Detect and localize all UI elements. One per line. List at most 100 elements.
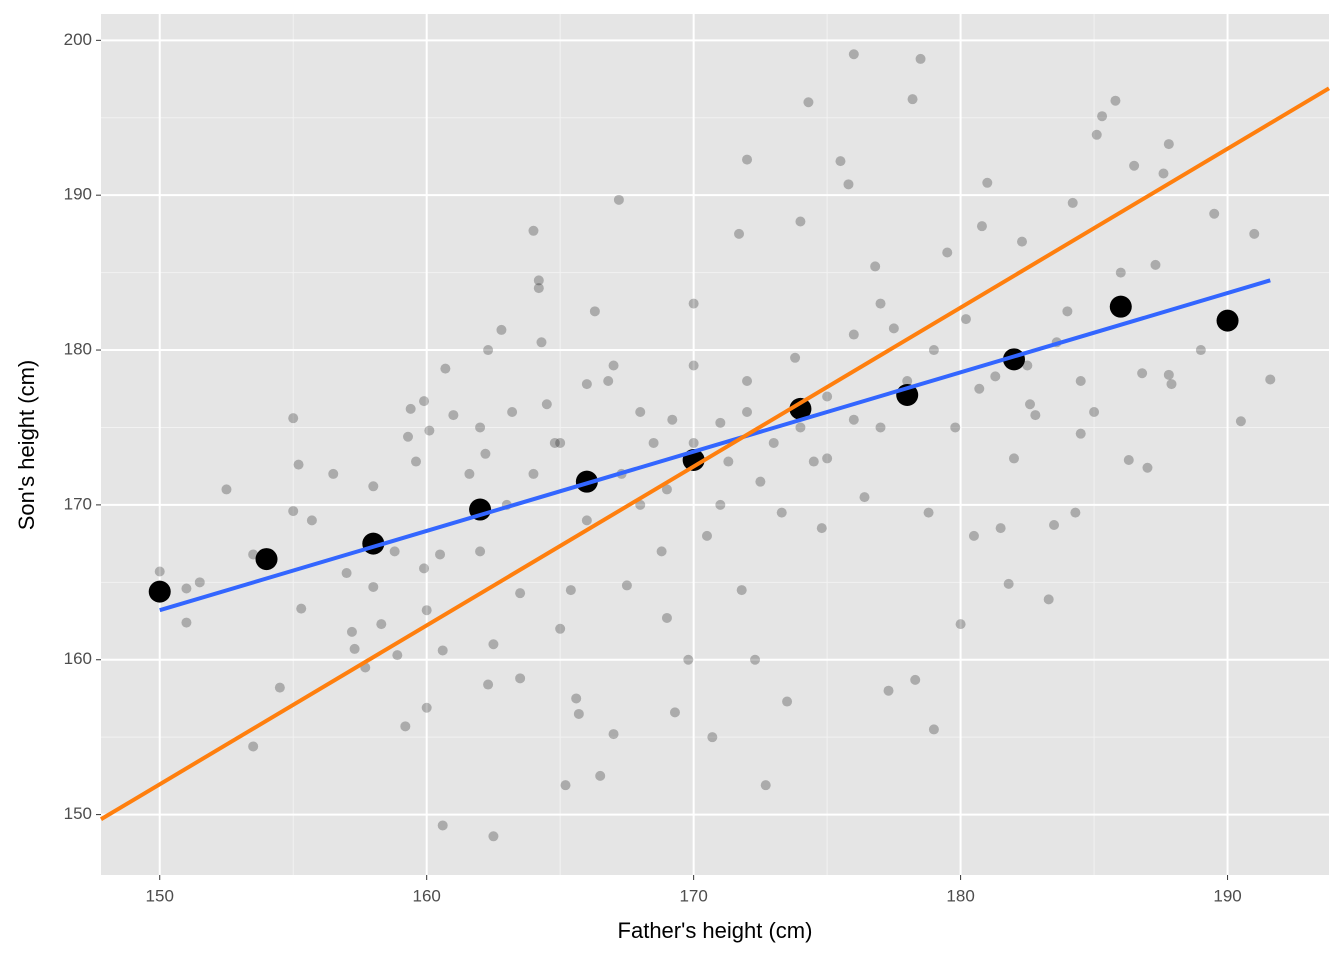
point [803,97,814,108]
point [328,468,339,479]
point [1070,507,1081,518]
point [902,376,913,387]
point [346,626,357,637]
point [419,396,430,407]
point [661,484,672,495]
point [248,741,259,752]
point [1062,306,1073,317]
point [555,437,566,448]
point [1163,369,1174,380]
point [843,179,854,190]
point [440,363,451,374]
point [608,360,619,371]
point [368,481,379,492]
point [688,437,699,448]
point [683,654,694,665]
point [483,345,494,356]
point [656,546,667,557]
point [635,499,646,510]
point [621,580,632,591]
x-tick-label: 160 [412,886,440,905]
point [613,194,624,205]
point [533,283,544,294]
point [715,417,726,428]
point [437,645,448,656]
point [421,702,432,713]
point [1129,160,1140,171]
point [405,403,416,414]
point [488,831,499,842]
point [789,397,812,420]
point [960,314,971,325]
point [389,546,400,557]
point [1043,594,1054,605]
point [1115,267,1126,278]
point [955,619,966,630]
point [990,371,1001,382]
point [255,548,278,571]
point [1030,410,1041,421]
point [1091,129,1102,140]
point [181,617,192,628]
point [795,216,806,227]
point [1150,259,1161,270]
point [661,612,672,623]
point [1110,95,1121,106]
point [1097,111,1108,122]
point [528,225,539,236]
point [560,780,571,791]
point [288,506,299,517]
point [808,456,819,467]
y-tick-label: 200 [64,30,92,49]
point [795,422,806,433]
point [1158,168,1169,179]
line [99,86,1331,821]
point [403,431,413,442]
point [888,323,899,334]
point [883,685,894,696]
point [742,376,753,387]
point [1075,428,1086,439]
point [1123,454,1134,465]
x-axis-title: Father's height (cm) [618,918,813,943]
point [1022,360,1033,371]
point [755,476,766,487]
point [723,456,734,467]
point [248,549,259,560]
point [581,515,592,526]
point [608,729,619,740]
point [475,546,486,557]
point [288,413,299,424]
point [1235,416,1246,427]
point [707,732,718,743]
point [392,650,403,661]
point [816,523,827,534]
point [923,507,934,518]
point [942,247,953,258]
point [536,337,547,348]
point [1265,374,1276,385]
point [1137,368,1148,379]
point [565,585,576,596]
point [974,383,985,394]
point [790,352,801,363]
point [1075,376,1086,387]
point [688,360,699,371]
point [1049,520,1060,531]
point [859,492,870,503]
line [159,278,1271,613]
point [464,468,475,479]
point [968,530,979,541]
point [541,399,552,410]
point [515,673,526,684]
point [571,693,582,704]
point [488,639,499,650]
point [667,414,678,425]
point [875,422,886,433]
point [1195,345,1206,356]
point [400,721,411,732]
point [1209,208,1220,219]
point [549,437,560,448]
x-tick-label: 180 [946,886,974,905]
